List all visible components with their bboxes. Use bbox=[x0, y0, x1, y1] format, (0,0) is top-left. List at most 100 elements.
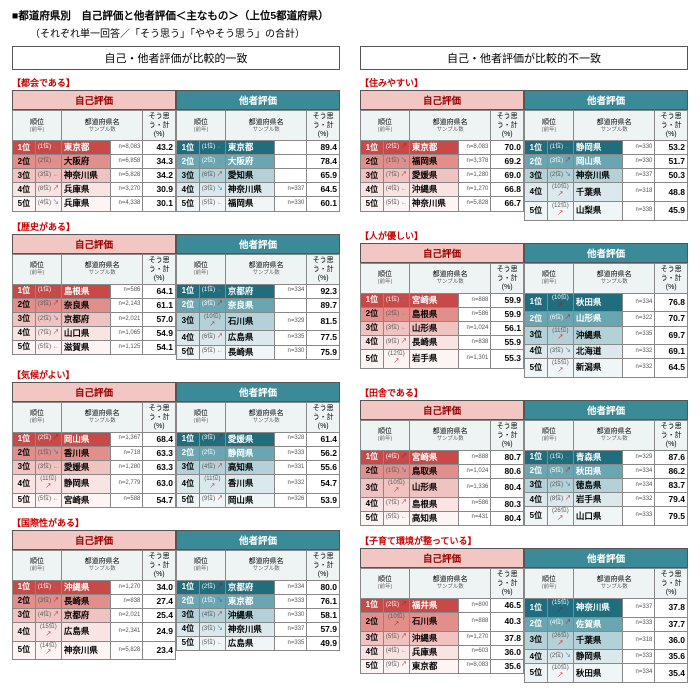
table-row: 5位(10位) ↗秋田県n=33435.4 bbox=[525, 664, 688, 683]
cell-name: 岡山県 bbox=[61, 432, 110, 446]
cell-name: 沖縄県 bbox=[225, 609, 274, 623]
table-row: 2位(4位) ↗佐賀県n=33337.7 bbox=[525, 617, 688, 631]
cell-prev: (3位) ↗ bbox=[199, 298, 225, 312]
self-half: 自己評価順位(前年)都道府県名サンプル数そう思う・計 (%)1位(1位) ←宮崎… bbox=[360, 243, 524, 378]
cell-prev: (10位) ↗ bbox=[547, 293, 573, 312]
cell-sample: n=586 bbox=[458, 307, 491, 321]
arrow-up-icon: ↗ bbox=[557, 335, 563, 341]
self-title: 自己評価 bbox=[360, 548, 524, 568]
th-name: 都道府県名サンプル数 bbox=[409, 420, 490, 450]
arrow-up-icon: ↗ bbox=[557, 673, 563, 679]
table-row: 4位(4位) ←沖縄県n=1,27066.8 bbox=[361, 183, 524, 197]
cell-name: 秋田県 bbox=[573, 293, 622, 312]
arrow-up-icon: ↗ bbox=[401, 634, 407, 640]
cell-sample: n=6,858 bbox=[110, 155, 143, 169]
cell-name: 佐賀県 bbox=[573, 617, 622, 631]
cell-name: 神奈川県 bbox=[61, 169, 110, 183]
table-pair: 自己評価順位(前年)都道府県名サンプル数そう思う・計 (%)1位(1位) ←東京… bbox=[12, 90, 340, 212]
cell-name: 愛媛県 bbox=[61, 460, 110, 474]
cell-name: 山形県 bbox=[409, 321, 458, 335]
cell-sample: n=334 bbox=[622, 479, 655, 493]
th-val: そう思う・計 (%) bbox=[491, 568, 524, 598]
cell-sample: n=603 bbox=[458, 645, 491, 659]
cell-sample: n=1,280 bbox=[458, 169, 491, 183]
arrow-up-icon: ↗ bbox=[217, 496, 223, 502]
cell-name: 東京都 bbox=[61, 141, 110, 155]
cell-value: 27.4 bbox=[143, 594, 176, 608]
cell-prev: (1位) ↘ bbox=[383, 465, 409, 479]
cell-sample: n=2,021 bbox=[110, 312, 143, 326]
arrow-up-icon: ↗ bbox=[401, 662, 407, 668]
cell-rank: 1位 bbox=[361, 293, 384, 307]
cell-name: 島根県 bbox=[409, 497, 458, 511]
other-table: 順位(前年)都道府県名サンプル数そう思う・計 (%)1位(1位) ←東京都89.… bbox=[176, 110, 340, 212]
cell-value: 30.1 bbox=[143, 197, 176, 211]
cell-rank: 5位 bbox=[177, 197, 200, 211]
cell-sample: n=337 bbox=[274, 623, 307, 637]
th-val: そう思う・計 (%) bbox=[655, 568, 688, 598]
cell-sample: n=322 bbox=[622, 312, 655, 326]
cell-prev: (5位) ← bbox=[199, 345, 225, 359]
table-pair: 自己評価順位(前年)都道府県名サンプル数そう思う・計 (%)1位(2位) ↗福井… bbox=[360, 548, 688, 683]
cell-prev: (3位) ← bbox=[35, 169, 61, 183]
cell-value: 57.9 bbox=[307, 623, 340, 637]
cell-rank: 4位 bbox=[361, 183, 384, 197]
arrow-down-icon: ↘ bbox=[53, 450, 59, 456]
cell-rank: 2位 bbox=[525, 465, 548, 479]
arrow-flat-icon: ← bbox=[401, 648, 407, 654]
arrow-up-icon: ↗ bbox=[45, 484, 51, 490]
th-val: そう思う・計 (%) bbox=[307, 402, 340, 432]
cell-prev: (14位) ↗ bbox=[35, 641, 61, 660]
cell-prev: (3位) ← bbox=[383, 321, 409, 335]
cell-rank: 4位 bbox=[177, 475, 200, 494]
cell-sample: n=329 bbox=[622, 451, 655, 465]
cell-name: 兵庫県 bbox=[61, 197, 110, 211]
cell-rank: 4位 bbox=[361, 336, 384, 350]
th-name: 都道府県名サンプル数 bbox=[225, 254, 306, 284]
table-row: 2位(10位) ↗石川県n=88840.3 bbox=[361, 613, 524, 632]
other-table: 順位(前年)都道府県名サンプル数そう思う・計 (%)1位(1位) ←京都府n=3… bbox=[176, 254, 340, 360]
cell-value: 37.8 bbox=[655, 599, 688, 618]
cell-sample: n=326 bbox=[274, 493, 307, 507]
arrow-up-icon: ↗ bbox=[557, 608, 563, 614]
cell-value: 69.1 bbox=[655, 345, 688, 359]
self-half: 自己評価順位(前年)都道府県名サンプル数そう思う・計 (%)1位(2位) ↗岡山… bbox=[12, 382, 176, 508]
cell-rank: 1位 bbox=[361, 451, 384, 465]
cell-value: 80.7 bbox=[491, 451, 524, 465]
arrow-up-icon: ↗ bbox=[45, 632, 51, 638]
cell-value: 25.4 bbox=[143, 609, 176, 623]
arrow-up-icon: ↗ bbox=[401, 454, 407, 460]
other-half: 他者評価順位(前年)都道府県名サンプル数そう思う・計 (%)1位(10位) ↗秋… bbox=[524, 243, 688, 378]
arrow-down-icon: ↘ bbox=[401, 468, 407, 474]
cell-prev: (3位) ↘ bbox=[199, 623, 225, 637]
table-row: 5位(4位) ↘兵庫県n=4,33830.1 bbox=[13, 197, 176, 211]
cell-rank: 4位 bbox=[177, 623, 200, 637]
cell-name: 神奈川県 bbox=[573, 169, 622, 183]
th-name: 都道府県名サンプル数 bbox=[225, 402, 306, 432]
cell-sample: n=330 bbox=[274, 609, 307, 623]
cell-prev: (1位) ← bbox=[547, 451, 573, 465]
cell-rank: 3位 bbox=[177, 609, 200, 623]
cell-prev: (2位) ↗ bbox=[35, 432, 61, 446]
cell-value: 76.8 bbox=[655, 293, 688, 312]
self-table: 順位(前年)都道府県名サンプル数そう思う・計 (%)1位(1位) ←東京都n=8… bbox=[12, 110, 176, 212]
cell-value: 68.4 bbox=[143, 432, 176, 446]
cell-prev: (15位) ↗ bbox=[547, 599, 573, 618]
arrow-up-icon: ↗ bbox=[393, 359, 399, 365]
cell-sample: n=332 bbox=[622, 345, 655, 359]
cell-rank: 3位 bbox=[177, 312, 200, 331]
cell-value: 56.1 bbox=[491, 321, 524, 335]
cell-rank: 1位 bbox=[361, 599, 384, 613]
arrow-down-icon: ↘ bbox=[565, 653, 571, 659]
cell-rank: 4位 bbox=[361, 645, 384, 659]
table-row: 2位(1位) ↘鳥取県n=1,02480.6 bbox=[361, 465, 524, 479]
self-table: 順位(前年)都道府県名サンプル数そう思う・計 (%)1位(1位) ←宮崎県n=8… bbox=[360, 263, 524, 369]
arrow-down-icon: ↘ bbox=[565, 172, 571, 178]
cell-prev: (5位) ← bbox=[35, 493, 61, 507]
cell-name: 静岡県 bbox=[225, 446, 274, 460]
cell-prev: (2位) ↘ bbox=[35, 312, 61, 326]
cell-prev: (11位) ↗ bbox=[547, 326, 573, 345]
cell-prev: (6位) ↗ bbox=[199, 331, 225, 345]
cell-sample: n=8,083 bbox=[458, 659, 491, 673]
th-rank: 順位(前年) bbox=[361, 568, 410, 598]
